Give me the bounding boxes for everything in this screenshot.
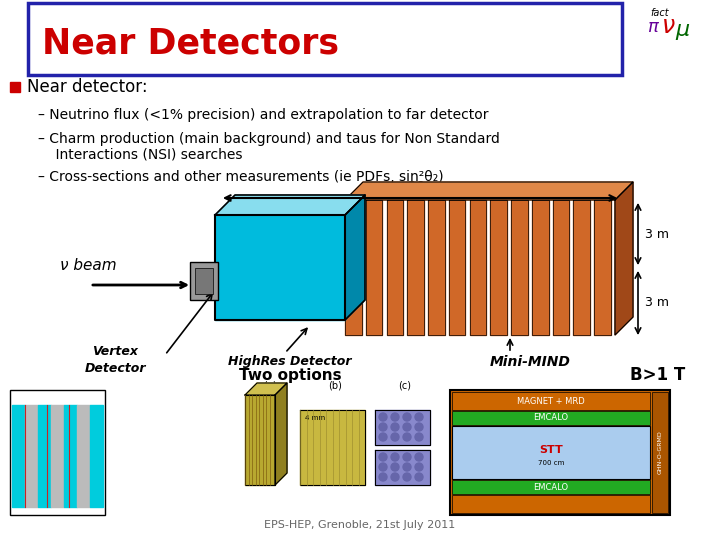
Text: $\nu$: $\nu$ (661, 14, 675, 38)
Circle shape (391, 463, 399, 471)
Text: (a): (a) (264, 380, 276, 390)
Text: – Charm production (main background) and taus for Non Standard: – Charm production (main background) and… (38, 132, 500, 146)
Text: EMCALO: EMCALO (534, 414, 569, 422)
Polygon shape (345, 195, 365, 320)
Circle shape (391, 413, 399, 421)
FancyBboxPatch shape (28, 3, 622, 75)
Text: ν beam: ν beam (60, 258, 117, 273)
Bar (450, 390, 670, 515)
Bar (652, 392, 668, 513)
Circle shape (403, 453, 411, 461)
Polygon shape (275, 383, 287, 485)
Bar (195, 268, 213, 294)
Polygon shape (245, 383, 287, 395)
Polygon shape (64, 405, 77, 507)
Circle shape (391, 433, 399, 441)
Polygon shape (215, 195, 365, 215)
Text: GHN-O-GRMD: GHN-O-GRMD (657, 430, 662, 474)
Bar (452, 480, 650, 494)
Text: (b): (b) (328, 380, 342, 390)
Text: STT: STT (539, 445, 563, 455)
Polygon shape (375, 450, 430, 485)
Text: 4 mm: 4 mm (305, 415, 325, 421)
Polygon shape (51, 405, 64, 507)
Polygon shape (345, 200, 361, 335)
Bar (10, 390, 105, 515)
Polygon shape (90, 405, 103, 507)
Bar (452, 426, 650, 479)
Polygon shape (532, 200, 549, 335)
Circle shape (415, 453, 423, 461)
Text: Mini-MIND: Mini-MIND (490, 355, 570, 369)
Circle shape (403, 423, 411, 431)
Circle shape (391, 473, 399, 481)
Polygon shape (408, 200, 424, 335)
Circle shape (403, 473, 411, 481)
Text: 3 m: 3 m (645, 296, 669, 309)
Circle shape (415, 413, 423, 421)
Text: HighRes Detector: HighRes Detector (228, 355, 352, 368)
Polygon shape (25, 405, 38, 507)
Text: $\mu$: $\mu$ (675, 22, 690, 42)
Polygon shape (594, 200, 611, 335)
Polygon shape (469, 200, 486, 335)
Circle shape (403, 463, 411, 471)
Polygon shape (366, 200, 382, 335)
Text: – Cross-sections and other measurements (ie PDFs, sin²θ₂): – Cross-sections and other measurements … (38, 170, 444, 184)
Text: $\pi$: $\pi$ (647, 18, 660, 36)
Circle shape (379, 453, 387, 461)
Bar (190, 262, 218, 300)
Bar (452, 411, 650, 425)
Polygon shape (553, 200, 570, 335)
Text: – Neutrino flux (<1% precision) and extrapolation to far detector: – Neutrino flux (<1% precision) and extr… (38, 108, 488, 122)
Circle shape (415, 473, 423, 481)
Polygon shape (77, 405, 90, 507)
Text: Near Detectors: Near Detectors (42, 26, 339, 60)
Text: B>1 T: B>1 T (631, 366, 685, 384)
Bar (10, 82, 20, 92)
Polygon shape (449, 200, 465, 335)
Text: Near detector:: Near detector: (27, 78, 148, 96)
Polygon shape (490, 200, 507, 335)
Text: 3 m: 3 m (645, 227, 669, 240)
Polygon shape (345, 182, 633, 200)
Circle shape (391, 423, 399, 431)
Circle shape (415, 423, 423, 431)
Polygon shape (375, 410, 430, 445)
Polygon shape (573, 200, 590, 335)
Circle shape (415, 463, 423, 471)
Circle shape (379, 473, 387, 481)
Text: Interactions (NSI) searches: Interactions (NSI) searches (38, 147, 243, 161)
Circle shape (379, 413, 387, 421)
Polygon shape (215, 215, 345, 320)
Circle shape (379, 433, 387, 441)
Circle shape (379, 423, 387, 431)
Circle shape (403, 413, 411, 421)
Text: Vertex
Detector: Vertex Detector (84, 345, 145, 375)
Text: EMCALO: EMCALO (534, 483, 569, 491)
Text: MAGNET + MRD: MAGNET + MRD (517, 396, 585, 406)
Polygon shape (428, 200, 445, 335)
Polygon shape (511, 200, 528, 335)
Polygon shape (387, 200, 403, 335)
Circle shape (403, 433, 411, 441)
Bar (452, 392, 650, 410)
Polygon shape (12, 405, 25, 507)
Polygon shape (300, 410, 365, 485)
Text: fact: fact (650, 8, 669, 18)
Text: (c): (c) (398, 380, 412, 390)
Text: EPS-HEP, Grenoble, 21st July 2011: EPS-HEP, Grenoble, 21st July 2011 (264, 520, 456, 530)
Polygon shape (38, 405, 51, 507)
Bar (452, 495, 650, 513)
Text: 700 cm: 700 cm (538, 460, 564, 466)
Circle shape (391, 453, 399, 461)
Text: ~20 m: ~20 m (397, 180, 443, 193)
Circle shape (415, 433, 423, 441)
Text: Two options: Two options (239, 368, 341, 383)
Circle shape (379, 463, 387, 471)
Polygon shape (615, 182, 633, 335)
Polygon shape (245, 395, 275, 485)
